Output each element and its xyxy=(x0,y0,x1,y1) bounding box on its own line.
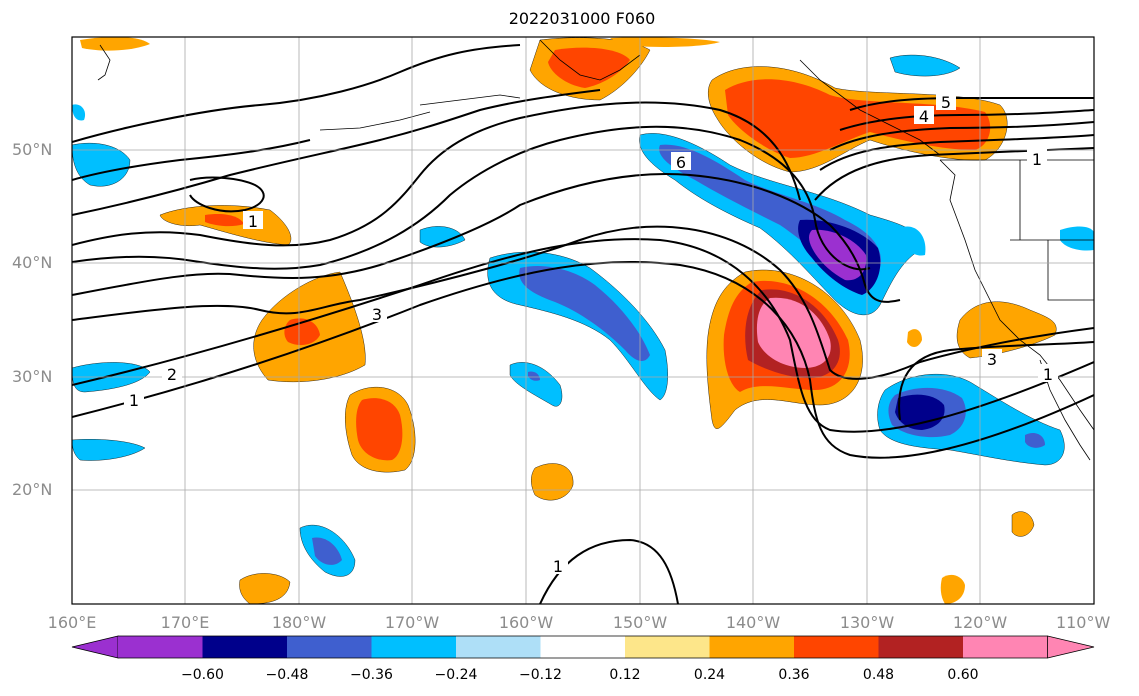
contour-label: 4 xyxy=(919,107,929,126)
lon-label: 120°W xyxy=(952,613,1008,632)
colorbar-extend-low xyxy=(71,635,119,659)
lat-label: 30°N xyxy=(12,367,53,386)
colorbar-tick-label: 0.24 xyxy=(693,667,726,683)
colorbar-swatch xyxy=(794,636,879,658)
colorbar-tick-label: 0.12 xyxy=(609,667,641,683)
lat-label: 50°N xyxy=(12,140,53,159)
lon-label: 130°W xyxy=(839,613,895,632)
map-frame xyxy=(71,36,1095,605)
colorbar-swatch xyxy=(202,636,287,658)
contour-label: 1 xyxy=(129,391,139,410)
colorbar-swatch xyxy=(963,636,1048,658)
colorbar-swatch xyxy=(878,636,963,658)
colorbar-tick-label: −0.60 xyxy=(181,667,224,683)
lon-label: 140°W xyxy=(725,613,781,632)
lon-label: 170°E xyxy=(160,613,210,632)
lon-label: 170°W xyxy=(384,613,440,632)
lon-label: 160°W xyxy=(498,613,554,632)
contour-label: 1 xyxy=(1043,365,1053,384)
colorbar xyxy=(71,635,1095,659)
colorbar-swatch xyxy=(287,636,372,658)
lat-label: 40°N xyxy=(12,253,53,272)
anomaly-shading xyxy=(72,37,1094,604)
contour-labels: 1 2 3 1 6 5 4 1 3 1 1 xyxy=(124,92,1058,576)
lat-label: 20°N xyxy=(12,480,53,499)
colorbar-extend-high xyxy=(1047,635,1095,659)
colorbar-tick-label: 0.36 xyxy=(778,667,810,683)
colorbar-tick-label: 0.48 xyxy=(862,667,895,683)
contour-label: 1 xyxy=(248,212,258,231)
colorbar-swatch xyxy=(118,636,203,658)
contour-label: 6 xyxy=(676,153,686,172)
contour-label: 1 xyxy=(1032,150,1042,169)
colorbar-swatch xyxy=(540,636,625,658)
lon-label: 160°E xyxy=(47,613,97,632)
gridlines xyxy=(72,37,1094,604)
contour-label: 3 xyxy=(987,350,997,369)
colorbar-tick-label: −0.48 xyxy=(265,667,309,683)
lon-label: 180°W xyxy=(271,613,327,632)
colorbar-tick-label: −0.24 xyxy=(434,667,478,683)
height-contours xyxy=(72,44,1094,604)
map-title: 2022031000 F060 xyxy=(508,9,656,28)
colorbar-swatch xyxy=(709,636,794,658)
contour-label: 1 xyxy=(553,557,563,576)
contour-label: 2 xyxy=(167,365,177,384)
colorbar-tick-label: −0.36 xyxy=(350,667,393,683)
contour-label: 3 xyxy=(372,305,382,324)
colorbar-swatch xyxy=(456,636,541,658)
lon-label: 110°W xyxy=(1055,613,1111,632)
colorbar-tick-label: −0.12 xyxy=(519,667,562,683)
coastlines xyxy=(97,39,1094,461)
colorbar-swatch xyxy=(625,636,710,658)
colorbar-tick-label: 0.60 xyxy=(947,667,979,683)
strong-positive-core xyxy=(756,297,831,368)
lon-label: 150°W xyxy=(612,613,668,632)
colorbar-swatch xyxy=(371,636,456,658)
contour-label: 5 xyxy=(941,93,951,112)
